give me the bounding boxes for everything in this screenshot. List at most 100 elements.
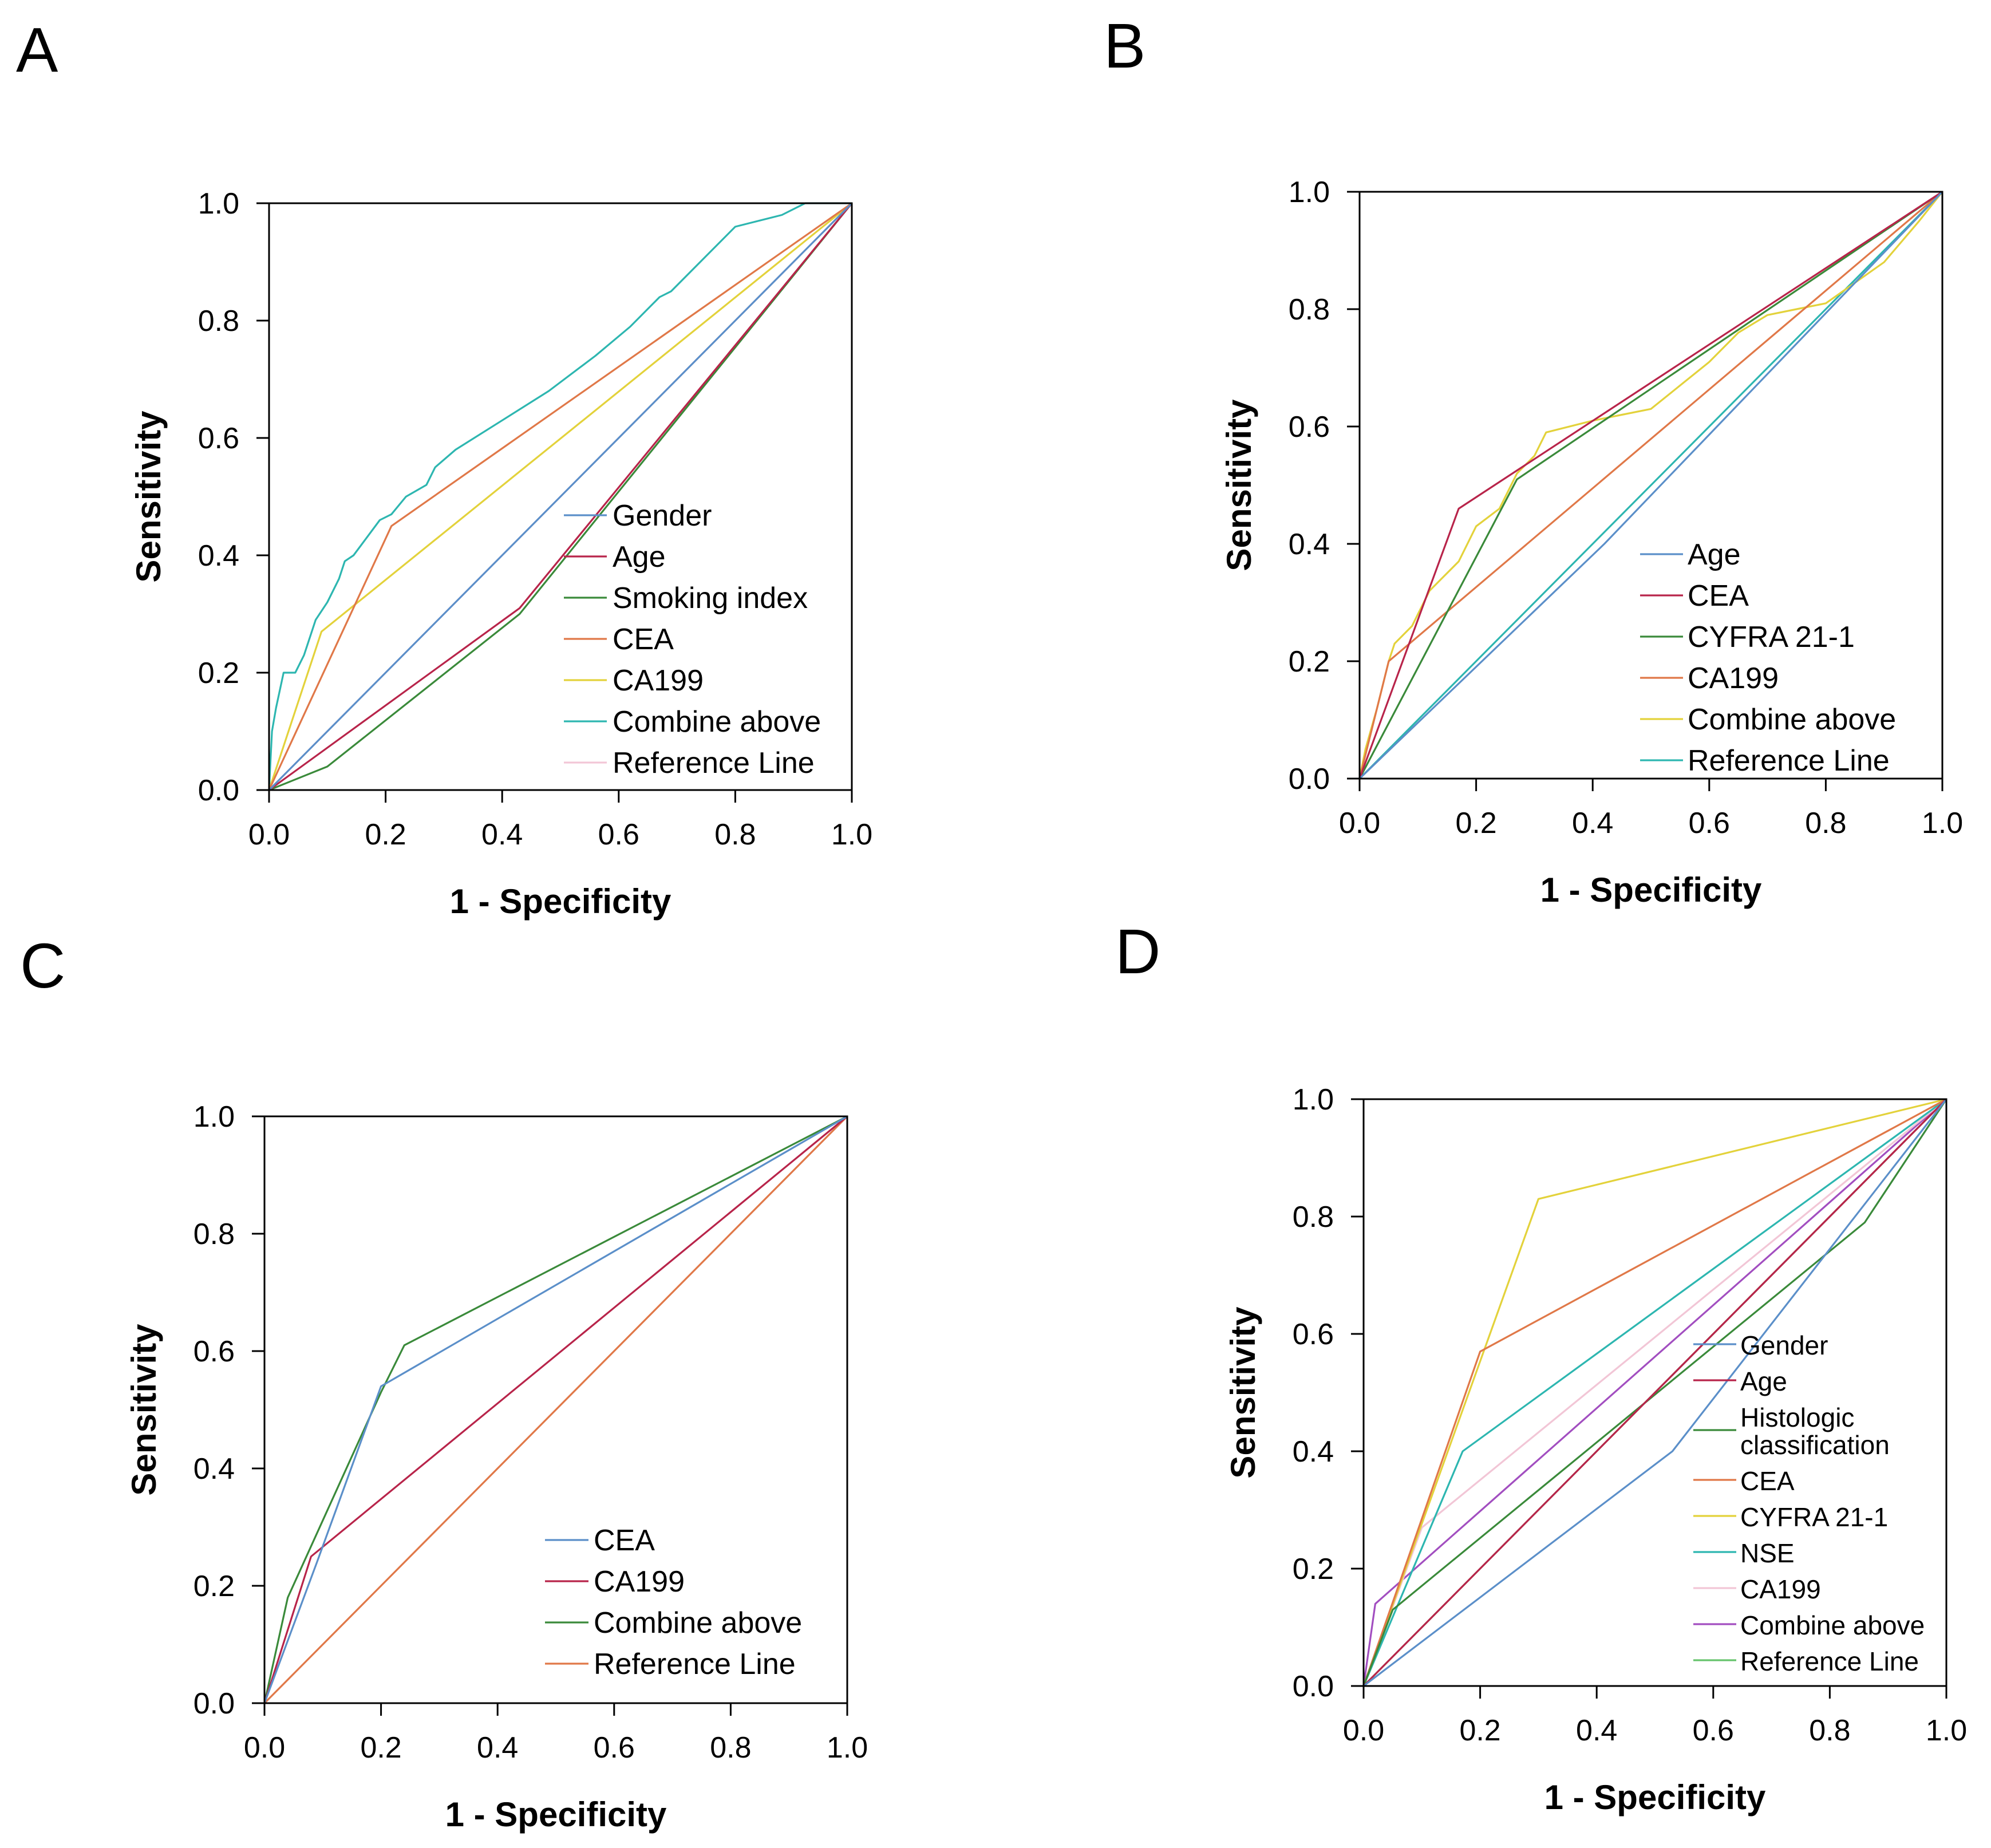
panel-b-line-cyfra-21-1	[1358, 191, 1943, 779]
panel-b-legend-label: CYFRA 21-1	[1688, 621, 1855, 654]
panel-c-line-ca199	[263, 1115, 848, 1704]
panel-b-y-tick-label: 0.8	[1289, 293, 1330, 326]
panel-d-legend-label: Histologic classification	[1740, 1403, 1890, 1460]
panel-a-line-cea	[268, 202, 852, 791]
panel-c-x-tick-label: 0.8	[710, 1731, 751, 1764]
panel-b-x-tick-label: 1.0	[1922, 807, 1963, 840]
panel-c-x-tick-label: 0.6	[594, 1731, 635, 1764]
panel-b-line-cea	[1358, 191, 1943, 779]
panel-d-legend-label: CEA	[1740, 1466, 1795, 1496]
panel-a-x-tick-label: 0.4	[481, 818, 523, 851]
panel-d-line-cea	[1362, 1098, 1947, 1687]
panel-d-legend: Gender Age Histologic classification CEA CYFR…	[1693, 1330, 1925, 1676]
panel-c-legend-label: Reference Line	[594, 1648, 796, 1681]
panel-a-x-tick-label: 0.2	[365, 818, 406, 851]
panel-b-legend-label: Combine above	[1688, 703, 1896, 736]
panel-d-line-nse	[1362, 1098, 1947, 1687]
panel-d-y-tick-label: 1.0	[1293, 1083, 1334, 1116]
panel-b-y-axis-title: Sensitivity	[1220, 399, 1258, 571]
panel-d-y-tick-label: 0.2	[1293, 1553, 1334, 1586]
panel-a-line-smoking-index	[268, 202, 853, 791]
panel-b-line-ca199	[1358, 191, 1943, 779]
panel-b-y-tick-label: 1.0	[1289, 176, 1330, 209]
panel-c-plot-frame	[263, 1115, 848, 1704]
panel-c-legend: CEA CA199 Combine above Reference Line	[545, 1524, 802, 1681]
panel-c-x-axis-title: 1 - Specificity	[445, 1795, 667, 1834]
panel-c-y-tick-label: 0.6	[193, 1335, 235, 1368]
panel-d-x-tick-label: 0.0	[1343, 1714, 1384, 1747]
panel-d-x-tick-label: 0.8	[1809, 1714, 1850, 1747]
panel-b-x-tick-label: 0.8	[1805, 807, 1846, 840]
panel-d-legend-label: NSE	[1740, 1538, 1795, 1568]
panel-a-legend-label: Age	[613, 540, 666, 574]
panel-a-legend-label: Smoking index	[613, 582, 808, 615]
panel-d-line-cyfra-21-1	[1362, 1098, 1947, 1687]
panel-a-line-age	[268, 202, 853, 791]
panel-c-y-axis-title: Sensitivity	[125, 1324, 163, 1496]
panel-d-series	[1362, 1098, 1947, 1687]
panel-d-x-tick-label: 1.0	[1926, 1714, 1967, 1747]
panel-b-legend-label: Age	[1688, 538, 1741, 571]
panel-d-plot-frame	[1362, 1098, 1947, 1687]
panel-a-y-tick-label: 1.0	[198, 187, 239, 220]
panel-c-x-tick-label: 0.4	[477, 1731, 518, 1764]
panel-b-line-combine-above	[1358, 191, 1943, 779]
panel-b-x-tick-label: 0.6	[1689, 807, 1730, 840]
panel-c-x-tick-label: 0.0	[244, 1731, 285, 1764]
panel-a-y-tick-label: 0.8	[198, 305, 239, 338]
panel-d-legend-label: CA199	[1740, 1574, 1821, 1604]
panel-d-line-age	[1362, 1098, 1947, 1687]
panel-b: B 0.0 0.2 0.4 0.6 0.8 1.0 0.0 0.2 0.4 0.6 0.8 1.0 1 -…	[1104, 11, 1963, 909]
panel-d-x-tick-label: 0.2	[1459, 1714, 1500, 1747]
panel-c: C 0.0 0.2 0.4 0.6 0.8 1.0 0.0 0.2 0.4 0.6 0.8 1.0 1 -…	[20, 931, 868, 1834]
panel-b-x-tick-label: 0.2	[1455, 807, 1496, 840]
panel-b-legend-label: CA199	[1688, 662, 1779, 695]
panel-d-legend-label: Reference Line	[1740, 1646, 1919, 1676]
panel-a-series	[268, 202, 853, 791]
panel-c-legend-label: CA199	[594, 1565, 685, 1598]
panel-a-legend-label: Gender	[613, 499, 712, 532]
panel-a-y-tick-label: 0.2	[198, 657, 239, 690]
panel-d-line-combine-above	[1362, 1098, 1947, 1687]
panel-b-x-tick-label: 0.4	[1572, 807, 1613, 840]
panel-a-line-combine-above	[268, 202, 852, 791]
panel-d-x-axis-title: 1 - Specificity	[1544, 1778, 1766, 1817]
panel-a-legend-label: Reference Line	[613, 747, 815, 780]
panel-a-x-tick-label: 0.6	[598, 818, 639, 851]
panel-b-line-reference-line	[1358, 191, 1943, 780]
panel-d-line-gender	[1363, 1099, 1947, 1687]
panel-b-legend-label: CEA	[1688, 579, 1749, 613]
panel-b-x-tick-label: 0.0	[1339, 807, 1380, 840]
panel-a-plot-frame	[268, 202, 853, 791]
panel-d-x-tick-label: 0.4	[1576, 1714, 1617, 1747]
panel-a-x-tick-label: 1.0	[831, 818, 872, 851]
panel-b-y-tick-label: 0.2	[1289, 645, 1330, 678]
panel-b-series	[1358, 191, 1943, 780]
panel-c-letter: C	[20, 931, 65, 1001]
panel-d-y-tick-label: 0.0	[1293, 1670, 1334, 1703]
panel-d: D 0.0 0.2 0.4 0.6 0.8 1.0 0.0 0.2 0.4 0.6 0.8 1.0 1 -…	[1115, 917, 1967, 1817]
panel-d-legend-label: Gender	[1740, 1330, 1828, 1360]
panel-d-legend-label: Age	[1740, 1367, 1787, 1396]
panel-c-line-cea	[263, 1115, 848, 1704]
panel-a-y-tick-label: 0.0	[198, 774, 239, 807]
panel-c-line-combine-above	[263, 1115, 848, 1704]
panel-d-y-axis-title: Sensitivity	[1224, 1306, 1262, 1479]
panel-a-y-tick-label: 0.4	[198, 539, 239, 572]
panel-c-legend-label: CEA	[594, 1524, 655, 1557]
panel-d-y-tick-label: 0.4	[1293, 1435, 1334, 1468]
panel-a-legend-label: CEA	[613, 623, 674, 656]
panel-a-y-axis-title: Sensitivity	[129, 410, 168, 583]
panel-a-legend-label: Combine above	[613, 705, 821, 739]
panel-d-legend-label: Combine above	[1740, 1610, 1925, 1640]
panel-a-legend: Gender Age Smoking index CEA CA199 Combine ab…	[564, 499, 821, 780]
panel-a: A 0.0 0.2 0.4 0.6 0.8 1.0 0.0 0.2 0.4 0.6 0.8 1.0 1 -…	[16, 15, 872, 921]
panel-c-x-tick-label: 0.2	[360, 1731, 401, 1764]
panel-b-line-age	[1358, 191, 1943, 780]
panel-a-line-gender	[268, 202, 853, 791]
panel-c-y-tick-label: 0.4	[193, 1452, 235, 1486]
panel-b-legend: Age CEA CYFRA 21-1 CA199 Combine above Refere…	[1640, 538, 1896, 777]
panel-d-letter: D	[1115, 917, 1160, 987]
panel-a-legend-label: CA199	[613, 664, 704, 697]
